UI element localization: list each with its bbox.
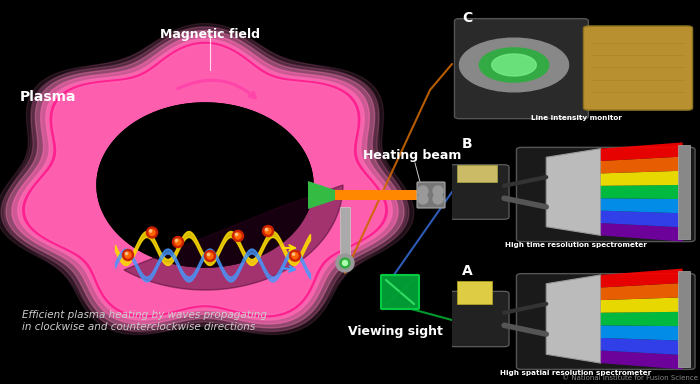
Polygon shape bbox=[18, 39, 392, 320]
Bar bbox=[310, 190, 420, 200]
Text: Magnetic field: Magnetic field bbox=[160, 28, 260, 41]
Circle shape bbox=[207, 253, 210, 256]
Circle shape bbox=[459, 38, 568, 92]
Polygon shape bbox=[97, 103, 313, 267]
Circle shape bbox=[265, 228, 267, 231]
Circle shape bbox=[235, 233, 238, 236]
Circle shape bbox=[207, 253, 213, 259]
Text: Viewing sight: Viewing sight bbox=[348, 325, 442, 338]
Circle shape bbox=[336, 254, 354, 272]
Polygon shape bbox=[12, 35, 398, 324]
Circle shape bbox=[235, 233, 241, 239]
Text: © National Institute for Fusion Science: © National Institute for Fusion Science bbox=[562, 375, 698, 381]
Polygon shape bbox=[601, 157, 682, 174]
Polygon shape bbox=[601, 312, 682, 326]
FancyBboxPatch shape bbox=[583, 26, 692, 110]
Circle shape bbox=[265, 228, 271, 234]
Polygon shape bbox=[0, 23, 414, 334]
Text: B: B bbox=[462, 137, 472, 151]
Polygon shape bbox=[601, 198, 682, 213]
FancyBboxPatch shape bbox=[381, 275, 419, 309]
Circle shape bbox=[149, 230, 152, 232]
Polygon shape bbox=[601, 297, 682, 313]
Polygon shape bbox=[1, 27, 409, 331]
Circle shape bbox=[122, 250, 134, 260]
Bar bbox=[457, 281, 491, 304]
Polygon shape bbox=[22, 42, 387, 317]
Circle shape bbox=[262, 225, 274, 237]
Circle shape bbox=[342, 260, 347, 265]
Polygon shape bbox=[601, 185, 682, 199]
Polygon shape bbox=[601, 268, 682, 288]
Polygon shape bbox=[6, 30, 404, 328]
Polygon shape bbox=[601, 171, 682, 186]
Polygon shape bbox=[601, 325, 682, 341]
Polygon shape bbox=[601, 223, 682, 242]
Polygon shape bbox=[124, 185, 343, 290]
Circle shape bbox=[292, 253, 298, 259]
Polygon shape bbox=[601, 283, 682, 300]
Text: Plasma: Plasma bbox=[20, 90, 76, 104]
FancyBboxPatch shape bbox=[517, 147, 695, 242]
Circle shape bbox=[491, 54, 536, 76]
Circle shape bbox=[125, 252, 127, 255]
Text: A: A bbox=[462, 263, 472, 278]
Circle shape bbox=[175, 239, 181, 245]
Polygon shape bbox=[601, 210, 682, 227]
Circle shape bbox=[232, 230, 244, 242]
Polygon shape bbox=[601, 338, 682, 355]
Bar bbox=[678, 271, 690, 367]
Text: High spatial resolution spectrometer: High spatial resolution spectrometer bbox=[500, 370, 652, 376]
Circle shape bbox=[290, 250, 300, 261]
Circle shape bbox=[418, 186, 428, 196]
Circle shape bbox=[433, 194, 443, 204]
Text: Line intensity monitor: Line intensity monitor bbox=[531, 115, 622, 121]
Circle shape bbox=[146, 227, 158, 238]
Bar bbox=[457, 165, 496, 182]
Bar bbox=[678, 145, 690, 239]
Text: High time resolution spectrometer: High time resolution spectrometer bbox=[505, 242, 647, 248]
Circle shape bbox=[293, 253, 295, 255]
Text: Heating beam: Heating beam bbox=[363, 149, 461, 162]
Circle shape bbox=[172, 237, 183, 248]
FancyBboxPatch shape bbox=[454, 19, 589, 119]
Polygon shape bbox=[308, 181, 335, 209]
FancyBboxPatch shape bbox=[417, 182, 445, 208]
Circle shape bbox=[340, 258, 350, 268]
FancyBboxPatch shape bbox=[449, 165, 509, 219]
Circle shape bbox=[433, 186, 443, 196]
Polygon shape bbox=[546, 275, 601, 363]
FancyBboxPatch shape bbox=[449, 291, 509, 347]
Circle shape bbox=[480, 48, 549, 82]
Polygon shape bbox=[97, 103, 313, 267]
Polygon shape bbox=[4, 26, 406, 333]
Circle shape bbox=[125, 252, 131, 258]
Polygon shape bbox=[546, 149, 601, 235]
Text: Efficient plasma heating by waves propagating
in clockwise and counterclockwise : Efficient plasma heating by waves propag… bbox=[22, 310, 267, 332]
Circle shape bbox=[418, 194, 428, 204]
Polygon shape bbox=[26, 45, 384, 315]
Circle shape bbox=[175, 239, 178, 242]
FancyBboxPatch shape bbox=[517, 274, 695, 369]
Text: C: C bbox=[462, 11, 472, 25]
Polygon shape bbox=[601, 142, 682, 161]
Circle shape bbox=[149, 230, 155, 235]
Bar bbox=[340, 207, 350, 262]
Polygon shape bbox=[601, 351, 682, 369]
Circle shape bbox=[204, 250, 216, 262]
